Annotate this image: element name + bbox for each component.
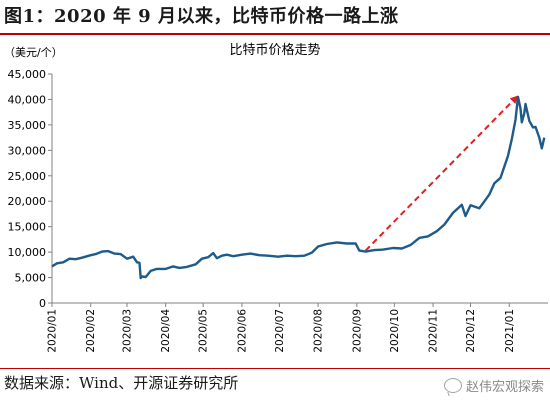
x-tick-label: 2020/10	[389, 309, 401, 353]
y-tick-label: 0	[39, 297, 46, 310]
source-divider	[0, 368, 550, 369]
x-tick-label: 2020/12	[465, 309, 477, 353]
x-tick-label: 2020/06	[236, 309, 248, 353]
trend-arrow	[364, 95, 519, 252]
x-tick-label: 2021/01	[504, 309, 516, 353]
title-divider	[0, 33, 550, 35]
x-tick-label: 2020/03	[121, 309, 133, 353]
y-tick-label: 5,000	[15, 272, 47, 285]
figure-title: 图1：2020 年 9 月以来，比特币价格一路上涨	[4, 6, 399, 27]
bitcoin-price-chart: 比特币价格走势 （美元/个） 0 5,000 10,000 15,000 20,000 2…	[4, 42, 548, 353]
x-tick-label: 2020/09	[351, 309, 363, 353]
data-source-note: 数据来源：Wind、开源证券研究所	[4, 374, 239, 392]
x-tick-label: 2020/07	[274, 309, 286, 353]
chart-title: 比特币价格走势	[229, 42, 320, 58]
plot-area	[51, 95, 546, 280]
y-tick-label: 35,000	[8, 119, 47, 132]
watermark-text: 赵伟宏观探索	[465, 380, 544, 395]
x-tick-label: 2020/11	[428, 309, 440, 353]
y-tick-label: 40,000	[8, 93, 47, 106]
y-tick-label: 30,000	[8, 144, 47, 157]
y-tick-label: 10,000	[8, 246, 47, 259]
x-tick-label: 2020/02	[85, 309, 97, 353]
y-tick-label: 20,000	[8, 195, 47, 208]
wechat-icon	[443, 378, 462, 393]
watermark: 赵伟宏观探索	[443, 376, 544, 395]
y-tick-label: 25,000	[8, 170, 47, 183]
x-axis: 2020/01 2020/02 2020/03 2020/04 2020/05 2020/…	[47, 302, 548, 353]
y-axis: 0 5,000 10,000 15,000 20,000 25,000 30,000 35,0…	[8, 68, 53, 310]
x-tick-label: 2020/04	[160, 309, 172, 353]
x-tick-label: 2020/01	[47, 309, 59, 353]
y-tick-label: 45,000	[8, 68, 47, 81]
y-tick-label: 15,000	[8, 221, 47, 234]
y-axis-unit-label: （美元/个）	[4, 46, 63, 59]
x-tick-label: 2020/08	[313, 309, 325, 353]
price-series-line	[51, 95, 546, 280]
x-tick-label: 2020/05	[198, 309, 210, 353]
annotation-layer	[364, 95, 519, 252]
